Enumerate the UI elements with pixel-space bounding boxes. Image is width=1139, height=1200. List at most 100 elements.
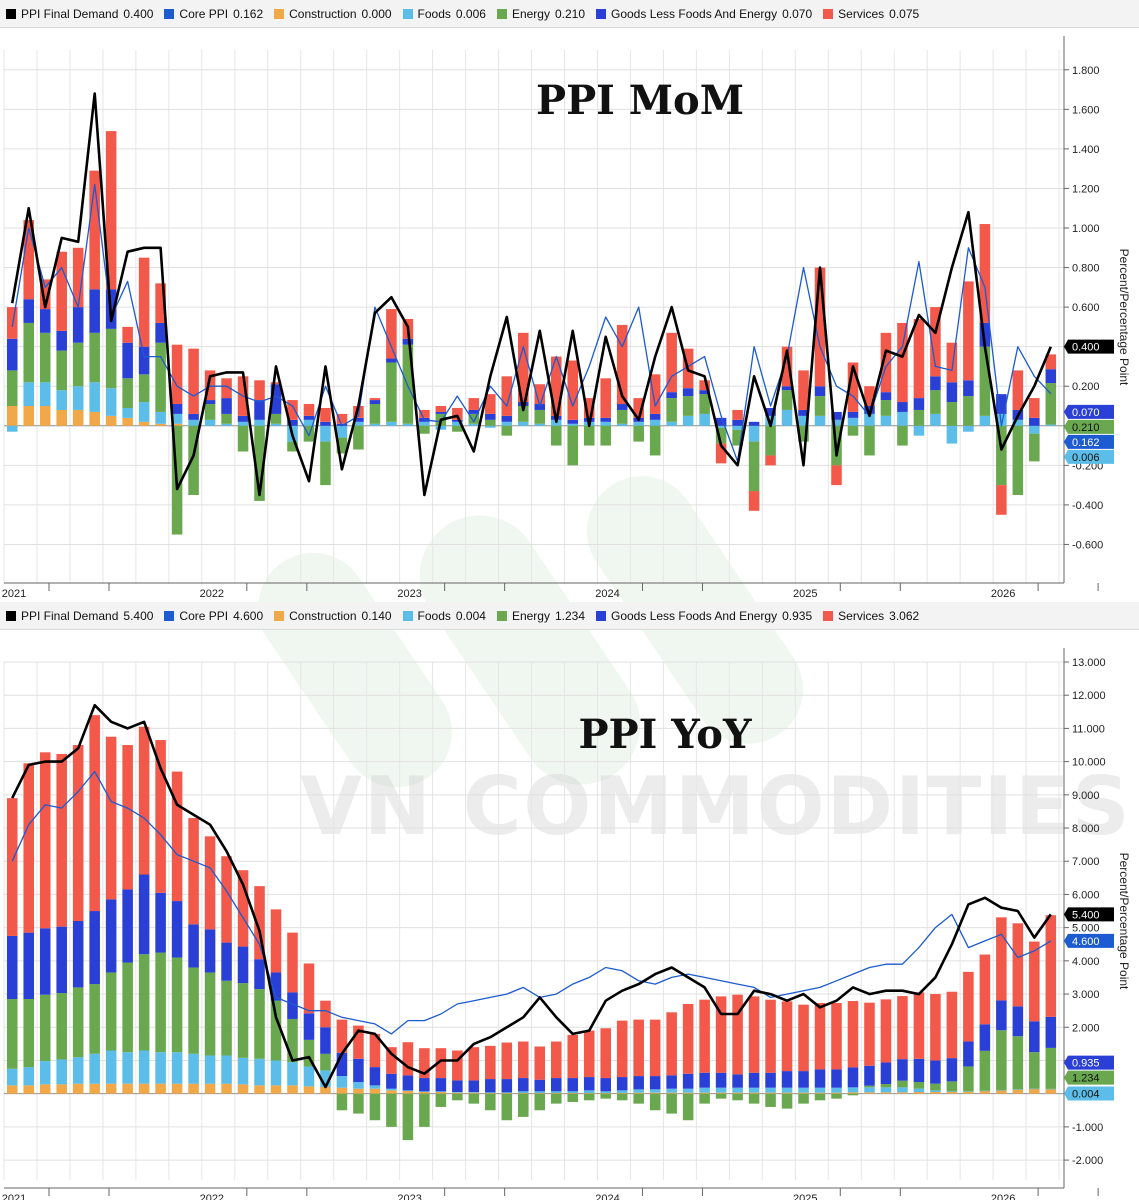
bar-energy — [880, 1084, 892, 1088]
legend-item-goods[interactable]: Goods Less Foods And Energy 0.935 — [596, 609, 812, 623]
legend-item-energy[interactable]: Energy 1.234 — [496, 609, 585, 623]
legend-item-foods[interactable]: Foods 0.006 — [402, 7, 486, 21]
bar-energy — [270, 413, 282, 424]
bar-services — [336, 413, 348, 424]
legend-item-core[interactable]: Core PPI 0.162 — [164, 7, 263, 21]
bar-goods — [732, 1074, 743, 1088]
line-core — [11, 770, 1052, 1035]
legend-item-construction[interactable]: Construction 0.140 — [274, 609, 392, 623]
legend-label: Goods Less Foods And Energy — [611, 608, 778, 623]
bar-services — [798, 1004, 809, 1072]
bar-energy — [534, 409, 546, 424]
bar-energy — [765, 425, 776, 456]
bar-energy — [666, 398, 677, 422]
bar-services — [831, 465, 842, 486]
legend-value: 3.062 — [889, 608, 920, 623]
bar-foods — [336, 1076, 348, 1088]
bar-services — [1045, 915, 1057, 1017]
bar-construction — [781, 1092, 793, 1094]
bar-foods — [23, 1067, 35, 1086]
bar-construction — [682, 1092, 694, 1094]
bar-goods — [122, 889, 133, 963]
bar-services — [171, 771, 183, 902]
legend-item-energy[interactable]: Energy 0.210 — [496, 7, 585, 21]
bar-foods — [336, 425, 348, 438]
bar-goods — [666, 1075, 677, 1089]
bar-goods — [781, 1071, 793, 1088]
bar-goods — [699, 390, 710, 395]
bar-foods — [979, 415, 991, 426]
legend-item-ppi[interactable]: PPI Final Demand 5.400 — [6, 609, 153, 623]
bar-energy — [946, 1081, 958, 1092]
legend-item-services[interactable]: Services 3.062 — [823, 609, 919, 623]
bar-services — [386, 1047, 397, 1074]
y-tick-label: 1.800 — [1072, 65, 1100, 77]
bar-goods — [270, 972, 282, 1001]
bar-foods — [501, 421, 513, 426]
bar-construction — [963, 1091, 974, 1094]
legend-item-ppi[interactable]: PPI Final Demand 0.400 — [6, 7, 153, 21]
bar-construction — [221, 1083, 232, 1094]
bar-services — [633, 398, 644, 418]
bar-energy — [682, 396, 694, 416]
bar-foods — [831, 419, 842, 426]
bar-services — [72, 745, 84, 921]
bar-goods — [880, 1062, 892, 1085]
x-tick-label: 2024 — [595, 1193, 619, 1200]
bar-energy — [567, 425, 579, 466]
bar-goods — [930, 1060, 941, 1084]
bar-energy — [930, 390, 941, 414]
bar-goods — [303, 415, 315, 420]
bar-energy — [188, 967, 199, 1054]
legend-item-construction[interactable]: Construction 0.000 — [274, 7, 392, 21]
legend-item-core[interactable]: Core PPI 4.600 — [164, 609, 263, 623]
bar-goods — [485, 1079, 496, 1093]
y-tick-label: 9.000 — [1072, 790, 1100, 802]
bar-construction — [72, 409, 84, 426]
legend-item-goods[interactable]: Goods Less Foods And Energy 0.070 — [596, 7, 812, 21]
x-tick-label: 2023 — [397, 1193, 421, 1200]
bar-construction — [550, 1093, 562, 1094]
bar-foods — [452, 421, 463, 426]
bar-foods — [39, 1061, 51, 1085]
bar-construction — [39, 406, 51, 426]
value-flag-label: 4.600 — [1072, 936, 1100, 948]
legend-item-foods[interactable]: Foods 0.004 — [402, 609, 486, 623]
bars — [6, 131, 1057, 535]
bar-energy — [616, 409, 628, 424]
legend-swatch-foods — [402, 8, 413, 19]
bar-energy — [699, 1093, 710, 1104]
lines — [10, 92, 1052, 497]
bar-goods — [204, 400, 216, 405]
bar-energy — [550, 1093, 562, 1104]
bar-energy — [6, 999, 18, 1069]
legend-item-services[interactable]: Services 0.075 — [823, 7, 919, 21]
watermark-text: VN COMMODITIES — [300, 760, 1132, 853]
bar-services — [1012, 923, 1024, 1007]
value-flag-label: 1.234 — [1072, 1073, 1100, 1085]
x-tick-label: 2025 — [793, 588, 817, 600]
bar-services — [155, 740, 166, 893]
bar-foods — [616, 1090, 628, 1094]
bar-energy — [419, 1093, 430, 1127]
bar-construction — [369, 1088, 381, 1094]
bar-services — [518, 1041, 529, 1079]
bar-foods — [649, 419, 661, 426]
bar-goods — [237, 946, 249, 984]
bar-energy — [732, 429, 743, 446]
bar-energy — [386, 1093, 397, 1127]
bar-foods — [715, 1087, 727, 1093]
bar-foods — [122, 407, 133, 418]
bar-energy — [666, 1093, 677, 1114]
bar-services — [386, 309, 397, 359]
bar-goods — [23, 932, 35, 1000]
value-flag — [1064, 1070, 1114, 1085]
bar-energy — [39, 994, 51, 1062]
y-tick-label: -1.000 — [1072, 1122, 1103, 1134]
bar-foods — [1029, 1088, 1040, 1090]
bar-foods — [814, 1087, 826, 1093]
bar-services — [452, 1050, 463, 1081]
legend-label: PPI Final Demand — [21, 608, 119, 623]
bar-goods — [89, 289, 100, 333]
bar-goods — [765, 1072, 776, 1088]
